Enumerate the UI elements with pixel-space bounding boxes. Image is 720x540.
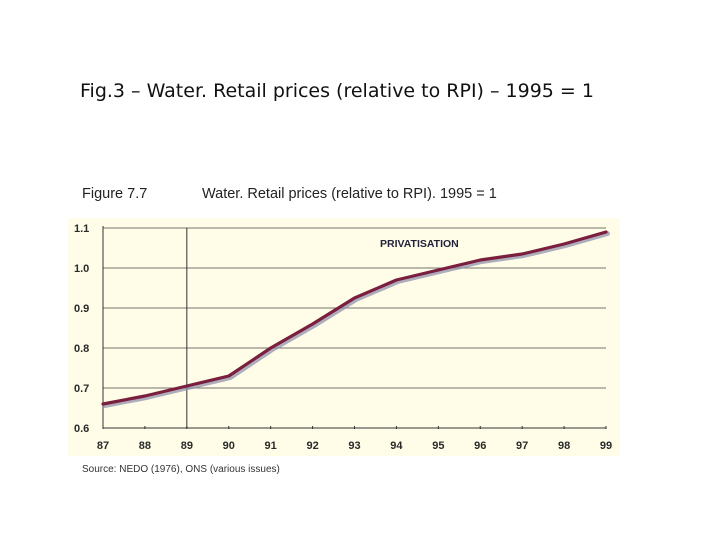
data-point-88 <box>143 394 147 398</box>
data-point-91 <box>269 346 272 350</box>
x-tick-label-93: 93 <box>348 440 360 452</box>
y-tick-label-0.9: 0.9 <box>74 303 89 315</box>
data-point-96 <box>479 258 482 262</box>
figure-caption: Water. Retail prices (relative to RPI). … <box>202 186 497 202</box>
series-line-shadow <box>102 231 610 408</box>
x-tick-label-97: 97 <box>516 440 528 452</box>
x-tick-label-96: 96 <box>474 440 486 452</box>
y-tick-label-1.0: 1.0 <box>74 263 89 275</box>
figure-label: Figure 7.7 <box>82 186 148 202</box>
data-point-90 <box>227 374 230 378</box>
data-point-95 <box>437 268 440 272</box>
x-tick-label-95: 95 <box>432 440 444 452</box>
source-note: Source: NEDO (1976), ONS (various issues… <box>82 464 280 475</box>
data-point-93 <box>353 296 356 300</box>
x-tick-label-87: 87 <box>97 440 109 452</box>
x-tick-label-91: 91 <box>265 440 277 452</box>
x-tick-label-89: 89 <box>181 440 193 452</box>
x-tick-label-94: 94 <box>390 440 403 452</box>
data-point-94 <box>395 278 398 282</box>
y-tick-label-0.6: 0.6 <box>74 423 89 435</box>
y-tick-label-1.1: 1.1 <box>74 223 89 235</box>
x-tick-label-98: 98 <box>558 440 570 452</box>
data-point-98 <box>562 242 566 246</box>
y-tick-label-0.8: 0.8 <box>74 343 89 355</box>
data-point-87 <box>101 402 105 406</box>
x-tick-label-92: 92 <box>306 440 318 452</box>
x-tick-label-88: 88 <box>139 440 151 452</box>
y-tick-label-0.7: 0.7 <box>74 383 89 395</box>
data-point-92 <box>311 322 314 326</box>
data-point-99 <box>604 230 608 234</box>
x-tick-label-90: 90 <box>223 440 235 452</box>
x-tick-label-99: 99 <box>600 440 612 452</box>
slide-title: Fig.3 – Water. Retail prices (relative t… <box>80 80 594 102</box>
plot-background <box>68 218 620 456</box>
data-point-97 <box>520 252 524 256</box>
data-point-89 <box>185 384 189 388</box>
privatisation-label: PRIVATISATION <box>380 238 459 250</box>
